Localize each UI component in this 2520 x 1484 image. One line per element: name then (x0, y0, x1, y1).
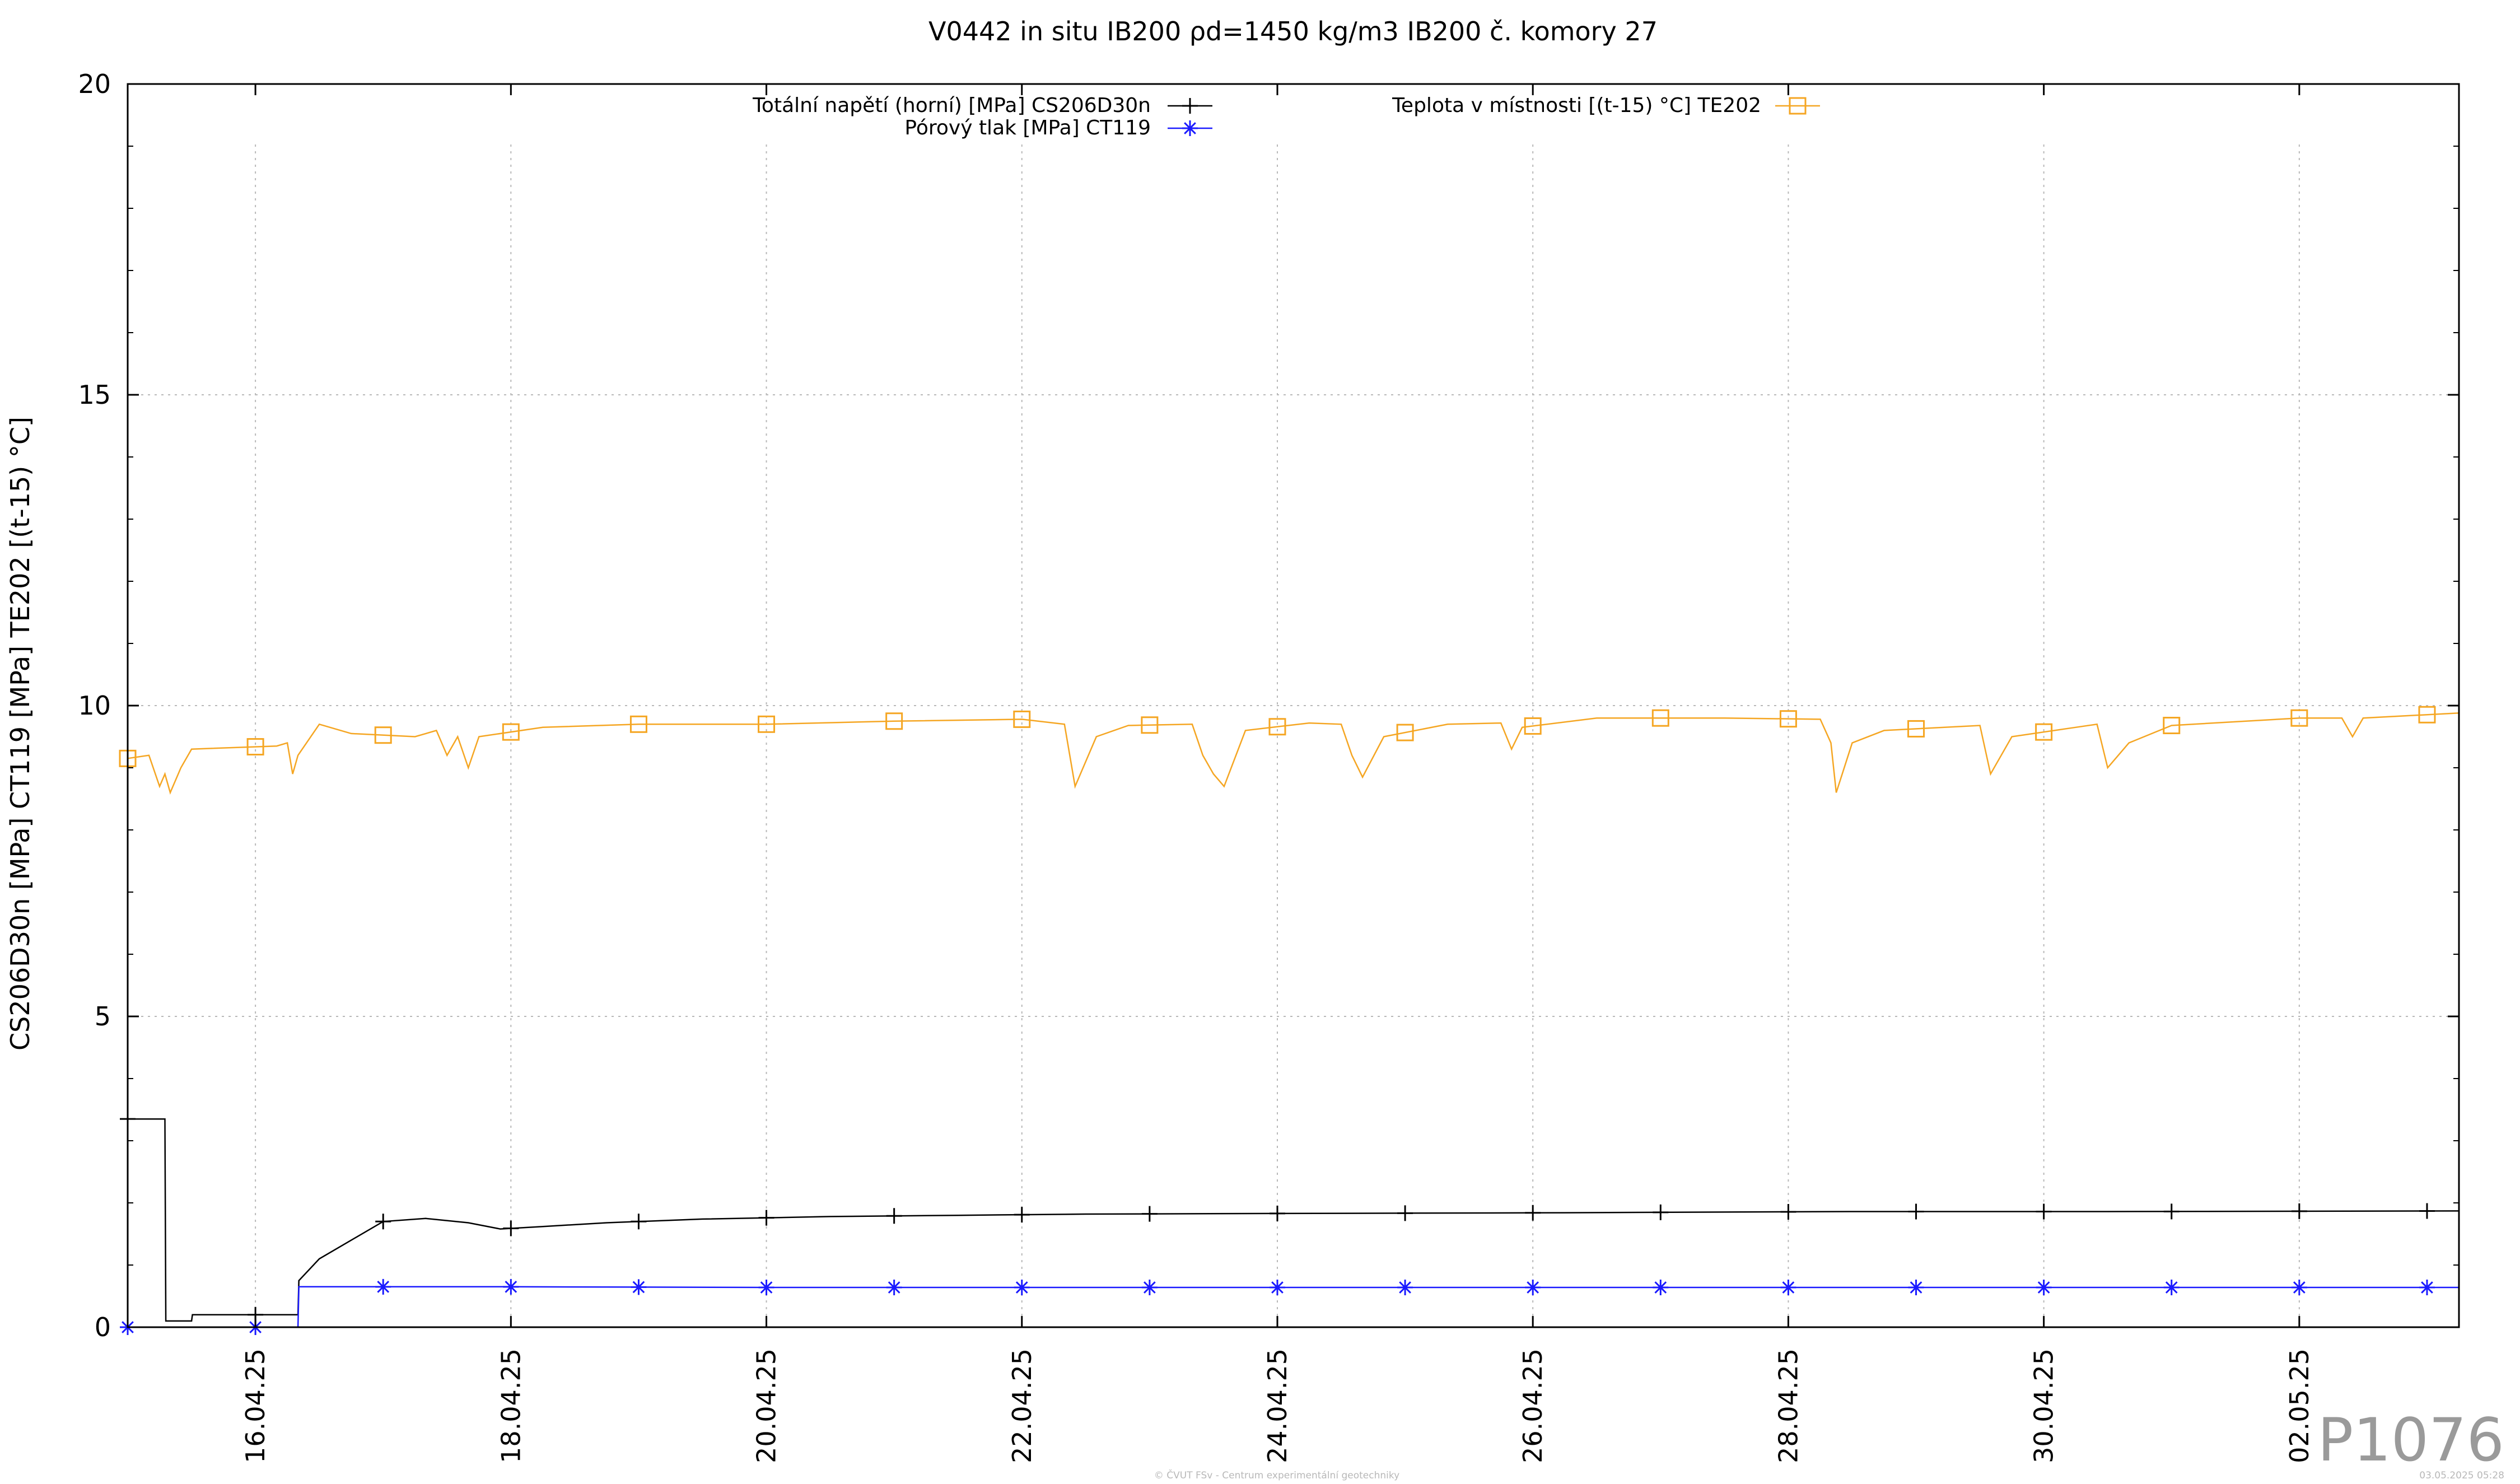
cs206-marker (2291, 1203, 2307, 1219)
ct119-marker (1269, 1279, 1285, 1295)
te202-marker (1651, 709, 1669, 727)
cs206-marker (1014, 1207, 1030, 1223)
x-tick-label: 22.04.25 (1007, 1348, 1037, 1463)
x-tick-label: 24.04.25 (1262, 1348, 1292, 1463)
ct119-marker (1653, 1279, 1669, 1295)
legend-label-ct119: Pórový tlak [MPa] CT119 (904, 116, 1151, 139)
ct119-marker (1780, 1279, 1796, 1295)
y-tick-label: 5 (95, 1001, 111, 1032)
ct119-marker (1014, 1279, 1030, 1295)
te202-marker (758, 715, 776, 733)
cs206-marker (758, 1210, 774, 1226)
ct119-marker (2163, 1279, 2180, 1295)
ct119-marker (886, 1279, 902, 1295)
ct119-marker (2419, 1279, 2435, 1295)
te202-marker (2035, 723, 2053, 741)
te202-marker (885, 712, 903, 730)
series-line-cs206 (128, 1118, 2460, 1322)
y-axis-label: CS206D30n [MPa] CT119 [MPa] TE202 [(t-15… (5, 417, 35, 1051)
te202-marker (2163, 717, 2181, 735)
ct119-marker (2291, 1279, 2307, 1295)
legend: Totální napětí (horní) [MPa] CS206D30n P… (752, 94, 1820, 139)
te202-marker (629, 715, 647, 733)
y-tick-label: 20 (78, 69, 111, 99)
te202-marker (1779, 710, 1797, 728)
series-layer (119, 706, 2460, 1335)
te202-marker (2418, 706, 2436, 724)
ct119-marker (2036, 1279, 2052, 1295)
series-line-te202 (127, 712, 2460, 795)
te202-marker (1268, 718, 1286, 736)
ct119-marker (1908, 1279, 1924, 1295)
te202-marker (1013, 710, 1031, 728)
y-tick-label: 10 (78, 690, 111, 721)
footer-copyright: © ČVUT FSv - Centrum experimentální geot… (1154, 1469, 1399, 1481)
cs206-marker (1141, 1206, 1158, 1222)
cs206-marker (375, 1214, 391, 1230)
cs206-marker (1397, 1205, 1413, 1221)
x-tick-label: 28.04.25 (1773, 1348, 1803, 1463)
grid (128, 144, 2459, 1327)
te202-marker (502, 723, 520, 741)
legend-sample-marker (1789, 97, 1807, 115)
cs206-marker (886, 1208, 902, 1224)
ct119-marker (1141, 1279, 1158, 1295)
cs206-marker (2036, 1203, 2052, 1220)
te202-marker (1907, 720, 1925, 738)
ct119-marker (503, 1278, 519, 1295)
te202-marker (1396, 724, 1414, 741)
legend-label-cs206: Totální napětí (horní) [MPa] CS206D30n (752, 94, 1151, 117)
cs206-marker (631, 1214, 647, 1230)
x-tick-label: 18.04.25 (496, 1348, 526, 1463)
x-tick-label: 20.04.25 (752, 1348, 782, 1463)
legend-label-te202: Teplota v místnosti [(t-15) °C] TE202 (1392, 94, 1761, 117)
ct119-marker (375, 1278, 391, 1295)
ct119-marker (1525, 1279, 1541, 1295)
plot-code-watermark: P1076 (2317, 1406, 2504, 1474)
te202-marker (374, 726, 392, 744)
te202-marker (1524, 717, 1542, 735)
y-tick-label: 15 (78, 380, 111, 410)
x-tick-label: 30.04.25 (2029, 1348, 2059, 1463)
legend-sample-marker (1182, 120, 1198, 136)
cs206-marker (1908, 1203, 1924, 1220)
cs206-marker (2419, 1203, 2435, 1219)
y-tick-label: 0 (95, 1312, 111, 1342)
te202-marker (246, 738, 264, 756)
legend-sample-marker (1182, 98, 1198, 114)
axes: 0 5 10 15 20 16.04.25 18.04.25 20.04.25 22.04.25… (78, 69, 2459, 1463)
cs206-marker (1653, 1204, 1669, 1220)
x-tick-label: 02.05.25 (2284, 1348, 2314, 1463)
cs206-marker (2163, 1203, 2180, 1220)
footer-timestamp: 03.05.2025 05:28 (2419, 1470, 2504, 1481)
cs206-marker (1269, 1205, 1285, 1221)
te202-marker (1141, 716, 1159, 734)
chart-title: V0442 in situ IB200 ρd=1450 kg/m3 IB200 … (928, 16, 1658, 46)
x-tick-label: 16.04.25 (240, 1348, 270, 1463)
ct119-marker (758, 1279, 774, 1295)
cs206-marker (1780, 1203, 1796, 1220)
cs206-marker (1525, 1205, 1541, 1221)
te202-marker (2290, 709, 2308, 727)
ct119-marker (631, 1279, 647, 1295)
cs206-marker (503, 1220, 519, 1236)
x-tick-label: 26.04.25 (1518, 1348, 1548, 1463)
series-line-ct119 (128, 1286, 2459, 1328)
ct119-marker (1397, 1279, 1413, 1295)
